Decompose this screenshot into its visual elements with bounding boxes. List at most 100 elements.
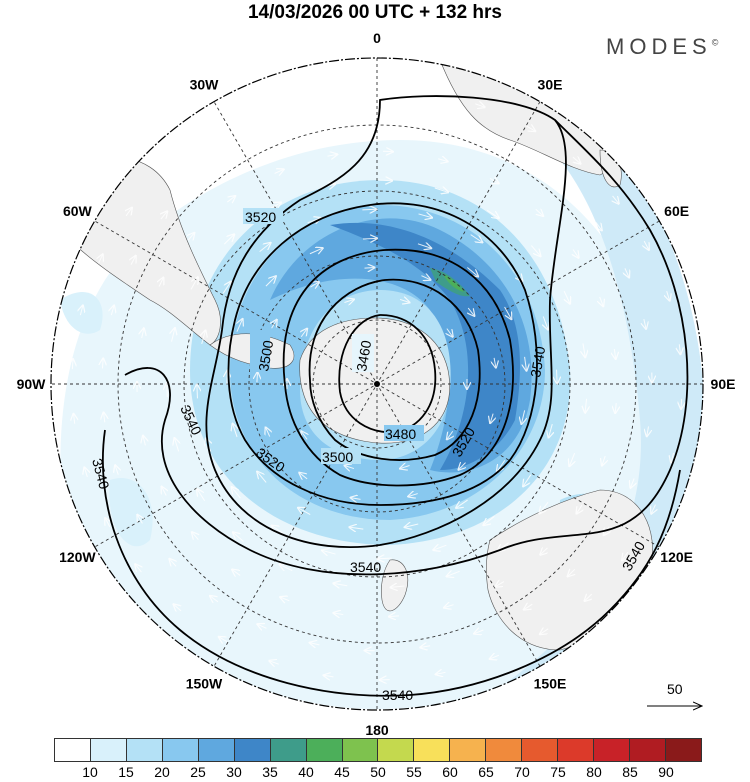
wind-arrow bbox=[74, 414, 75, 424]
wind-arrow bbox=[521, 410, 524, 424]
longitude-labels: 0 30E 60E 90E 120E 150E 180 150W 120W 90W 60W 30W bbox=[17, 30, 736, 738]
colorbar-swatch bbox=[665, 739, 701, 761]
wind-arrow bbox=[596, 222, 602, 230]
colorbar-tick-label: 25 bbox=[190, 764, 206, 780]
wind-arrow bbox=[257, 624, 267, 628]
colorbar-tick-label: 35 bbox=[262, 764, 278, 780]
wind-arrow bbox=[301, 329, 307, 338]
colorbar-tick-label: 60 bbox=[442, 764, 458, 780]
wind-arrow bbox=[644, 240, 649, 250]
pole-marker bbox=[374, 381, 380, 387]
contour-3520 bbox=[227, 202, 538, 506]
wind-arrow bbox=[530, 245, 540, 257]
wind-arrow bbox=[199, 174, 208, 180]
wind-arrow bbox=[301, 431, 307, 440]
wind-arrow bbox=[296, 126, 307, 129]
longitude-label: 90W bbox=[17, 376, 47, 392]
wind-arrow bbox=[322, 550, 336, 554]
wind-arrow bbox=[362, 209, 376, 210]
contour-label-3480: 3480 bbox=[385, 426, 416, 442]
wind-arrow bbox=[536, 209, 543, 216]
wind-arrow bbox=[490, 413, 493, 424]
wind-arrow bbox=[161, 211, 167, 220]
wind-arrow bbox=[259, 243, 271, 252]
wind-arrow bbox=[223, 234, 234, 245]
wind-arrow bbox=[613, 195, 619, 204]
wind-arrow bbox=[625, 268, 629, 277]
brand-text: MODES bbox=[606, 34, 712, 59]
colorbar-swatch bbox=[558, 739, 595, 761]
contour-label-3460: 3460 bbox=[353, 339, 374, 373]
colorbar-tick-label: 85 bbox=[622, 764, 638, 780]
wind-arrow bbox=[174, 438, 178, 452]
wind-arrow bbox=[257, 472, 267, 483]
colorbar-swatch bbox=[90, 739, 127, 761]
colorbar-swatch bbox=[270, 739, 307, 761]
wind-arrow bbox=[202, 330, 206, 345]
colorbar-swatch bbox=[522, 739, 559, 761]
colorbar-swatch bbox=[450, 739, 487, 761]
colorbar-swatch bbox=[162, 739, 199, 761]
reference-vector: 50 bbox=[647, 681, 702, 706]
wind-arrow bbox=[461, 130, 471, 133]
wind-arrow bbox=[437, 159, 448, 162]
wind-arrow bbox=[447, 328, 453, 337]
wind-arrow bbox=[272, 526, 284, 534]
colorbar-labels: 10 15 20 25 30 35 40 45 50 55 60 65 70 75 80 85 90 bbox=[54, 762, 702, 782]
colorbar-tick-label: 55 bbox=[406, 764, 422, 780]
wind-arrow bbox=[539, 502, 549, 513]
wind-arrow bbox=[227, 370, 228, 385]
wind-arrow bbox=[474, 630, 484, 634]
wind-arrow bbox=[169, 559, 176, 566]
wind-arrow bbox=[111, 306, 114, 316]
wind-arrow bbox=[327, 154, 337, 156]
wind-arrow bbox=[681, 398, 682, 409]
wind-arrow bbox=[274, 169, 284, 173]
wind-arrow bbox=[131, 256, 136, 265]
wind-arrow bbox=[237, 319, 243, 332]
wind-arrow bbox=[80, 305, 82, 316]
colorbar-swatch bbox=[378, 739, 415, 761]
wind-arrow bbox=[467, 267, 478, 277]
wind-arrow bbox=[444, 605, 454, 608]
longitude-label: 120E bbox=[660, 549, 693, 565]
wind-arrow bbox=[205, 134, 214, 139]
wind-arrow bbox=[310, 643, 320, 645]
contour-label-3500-a: 3500 bbox=[322, 449, 353, 465]
longitude-label: 150E bbox=[534, 676, 567, 692]
colorbar-swatch bbox=[594, 739, 630, 761]
contour-3480 bbox=[308, 278, 481, 461]
wind-arrow bbox=[233, 532, 244, 542]
wind-arrow bbox=[584, 594, 591, 601]
wind-arrow bbox=[573, 249, 579, 257]
wind-arrow bbox=[434, 188, 448, 192]
wind-arrow bbox=[433, 545, 447, 550]
contour-label-3540-a: 3540 bbox=[527, 345, 548, 379]
wind-arrow bbox=[614, 349, 615, 359]
wind-arrow bbox=[475, 104, 484, 107]
longitude-label: 120W bbox=[59, 549, 96, 565]
wind-arrow bbox=[143, 436, 145, 446]
wind-arrow bbox=[115, 465, 118, 475]
colorbar-tick-label: 45 bbox=[334, 764, 350, 780]
wind-arrow bbox=[232, 570, 241, 576]
wind-arrow bbox=[644, 319, 646, 329]
wind-arrow bbox=[671, 452, 673, 463]
longitude-label: 180 bbox=[365, 722, 389, 738]
wind-arrow bbox=[333, 583, 348, 585]
wind-arrow bbox=[497, 460, 506, 472]
wind-arrow bbox=[309, 248, 323, 254]
wind-arrow bbox=[667, 290, 670, 301]
wind-arrow bbox=[407, 119, 417, 120]
wind-arrow bbox=[232, 487, 241, 499]
wind-arrow bbox=[564, 290, 570, 304]
wind-arrow bbox=[447, 571, 460, 576]
colorbar: 10 15 20 25 30 35 40 45 50 55 60 65 70 75 80 85 90 bbox=[54, 738, 702, 782]
wind-arrow bbox=[585, 398, 586, 413]
wind-arrow bbox=[310, 282, 319, 287]
wind-arrow bbox=[172, 328, 175, 342]
wind-arrow bbox=[219, 637, 228, 642]
wind-arrow bbox=[126, 208, 132, 217]
wind-arrow bbox=[99, 254, 103, 264]
longitude-label: 60E bbox=[664, 203, 689, 219]
